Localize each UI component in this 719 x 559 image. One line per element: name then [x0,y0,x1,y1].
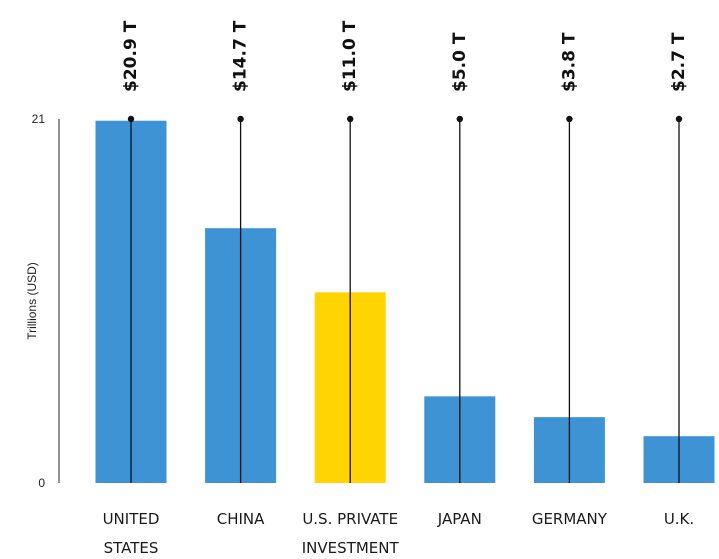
pin-dot-3 [456,115,463,123]
y-axis: 21 0 Trillions (USD) [25,112,60,490]
y-tick-label-top: 21 [32,112,46,126]
category-label-0-line-0: UNITED [103,510,160,528]
y-tick-label-bottom: 0 [38,476,45,490]
pin-dot-2 [347,115,354,123]
value-label-0: $20.9 T [121,20,141,92]
category-label-1-line-0: CHINA [217,510,265,528]
category-label-2-line-0: U.S. PRIVATE [302,510,398,528]
category-label-5-line-0: U.K. [664,510,694,528]
value-label-1: $14.7 T [231,20,251,92]
category-label-4-line-0: GERMANY [532,510,608,528]
pin-dot-5 [675,115,683,123]
y-axis-label: Trillions (USD) [25,262,39,340]
category-label-2-line-1: INVESTMENT [302,539,400,557]
pin-dot-4 [566,115,573,123]
category-label-0-line-1: STATES [104,539,159,557]
pin-dot-1 [237,115,244,123]
value-label-2: $11.0 T [340,20,360,92]
value-label-3: $5.0 T [450,32,470,92]
bars [95,120,715,483]
value-label-4: $3.8 T [559,32,579,92]
pin-dot-0 [127,115,135,123]
category-label-3-line-0: JAPAN [437,510,482,528]
value-label-5: $2.7 T [669,32,689,92]
labels: $20.9 T UNITED STATES $14.7 T CHINA $11.0 T U.… [103,20,695,557]
